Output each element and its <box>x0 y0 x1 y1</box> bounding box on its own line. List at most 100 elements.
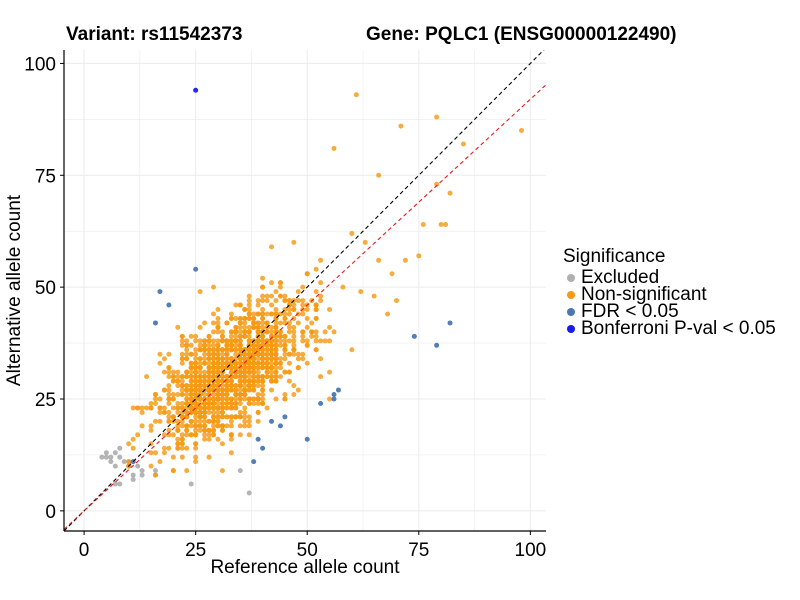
data-point <box>264 405 270 411</box>
data-point <box>228 315 234 321</box>
data-point <box>215 347 221 353</box>
data-point <box>219 356 225 362</box>
data-point <box>175 427 181 433</box>
data-point <box>166 351 172 357</box>
data-point <box>237 338 243 344</box>
data-point <box>273 369 279 375</box>
data-point <box>233 365 239 371</box>
x-tick-label: 25 <box>185 540 206 561</box>
data-point <box>242 324 248 330</box>
data-point <box>161 432 167 438</box>
data-point <box>175 423 181 429</box>
data-point <box>224 423 230 429</box>
data-point <box>202 383 208 389</box>
data-point <box>166 418 172 424</box>
data-point <box>224 374 230 380</box>
data-point <box>224 360 230 366</box>
data-point <box>211 365 217 371</box>
data-point <box>215 436 221 442</box>
series-non-significant <box>126 92 524 478</box>
data-point <box>255 383 261 389</box>
data-point <box>282 342 288 348</box>
data-point <box>193 392 199 398</box>
data-point <box>206 333 212 339</box>
data-point <box>170 378 176 384</box>
data-point <box>260 315 266 321</box>
data-point <box>224 400 230 406</box>
data-point <box>251 311 257 317</box>
data-point <box>282 311 288 317</box>
data-point <box>224 392 230 398</box>
data-point <box>277 338 283 344</box>
data-point <box>327 369 333 375</box>
data-point <box>179 400 185 406</box>
data-point <box>242 365 248 371</box>
data-point <box>318 356 324 362</box>
data-point <box>260 293 266 299</box>
data-point <box>206 342 212 348</box>
data-point <box>184 374 190 380</box>
data-point <box>273 365 279 371</box>
data-point <box>166 383 172 389</box>
data-point <box>184 400 190 406</box>
data-point <box>300 338 306 344</box>
data-point <box>117 481 123 487</box>
data-point <box>300 356 306 362</box>
data-point <box>313 289 319 295</box>
data-point <box>318 298 324 304</box>
data-point <box>148 405 154 411</box>
data-point <box>166 369 172 375</box>
data-point <box>242 329 248 335</box>
data-point <box>215 324 221 330</box>
data-point <box>286 360 292 366</box>
data-point <box>269 365 275 371</box>
data-point <box>273 320 279 326</box>
data-point <box>219 405 225 411</box>
data-point <box>211 320 217 326</box>
data-point <box>237 333 243 339</box>
data-point <box>237 396 243 402</box>
data-point <box>291 324 297 330</box>
data-point <box>211 405 217 411</box>
data-point <box>215 418 221 424</box>
data-point <box>264 342 270 348</box>
data-point <box>184 387 190 393</box>
data-point <box>398 123 404 129</box>
data-point <box>135 405 141 411</box>
data-point <box>233 360 239 366</box>
data-point <box>166 392 172 398</box>
data-point <box>331 392 337 398</box>
data-point <box>215 329 221 335</box>
data-point <box>175 441 181 447</box>
data-point <box>246 311 252 317</box>
data-point <box>166 387 172 393</box>
data-point <box>246 315 252 321</box>
x-tick-label: 75 <box>408 540 429 561</box>
data-point <box>188 383 194 389</box>
data-point <box>389 271 395 277</box>
data-point <box>197 374 203 380</box>
data-point <box>161 356 167 362</box>
data-point <box>206 347 212 353</box>
data-point <box>184 383 190 389</box>
data-point <box>246 378 252 384</box>
data-point <box>242 356 248 362</box>
data-point <box>188 374 194 380</box>
data-point <box>130 445 136 451</box>
data-point <box>224 338 230 344</box>
data-point <box>322 338 328 344</box>
data-point <box>233 333 239 339</box>
data-point <box>349 230 355 236</box>
series-bonferroni-p-val-0-05 <box>193 87 199 93</box>
data-point <box>184 409 190 415</box>
data-point <box>215 315 221 321</box>
data-point <box>260 333 266 339</box>
data-point <box>197 365 203 371</box>
data-point <box>175 378 181 384</box>
data-point <box>202 418 208 424</box>
data-point <box>193 427 199 433</box>
data-point <box>255 418 261 424</box>
data-point <box>166 302 172 308</box>
data-point <box>170 454 176 460</box>
data-point <box>282 298 288 304</box>
